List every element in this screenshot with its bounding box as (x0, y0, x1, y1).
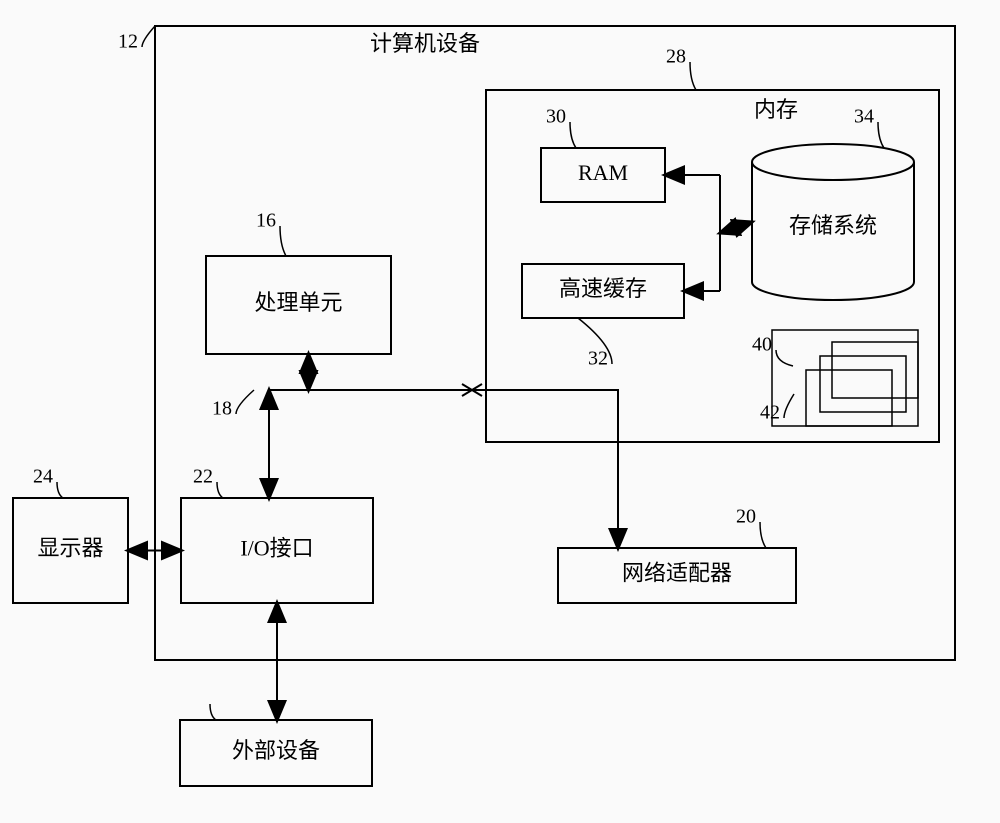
storage-label: 存储系统 (789, 213, 877, 238)
cache-label: 高速缓存 (559, 276, 647, 301)
ref-processor: 16 (256, 210, 276, 232)
net-label: 网络适配器 (622, 561, 732, 586)
ref-memory: 28 (666, 46, 686, 68)
ext-label: 外部设备 (232, 738, 320, 763)
title-label: 计算机设备 (370, 31, 480, 56)
ram-label: RAM (578, 160, 628, 185)
ref-display: 24 (33, 466, 53, 488)
ref-bus: 18 (212, 398, 232, 420)
ref-ram: 30 (546, 106, 566, 128)
ref-modules_inner: 42 (760, 402, 780, 424)
ref-modules_outer: 40 (752, 334, 772, 356)
io-label: I/O接口 (240, 536, 313, 561)
ref-computer: 12 (118, 31, 138, 53)
ref-storage: 34 (854, 106, 874, 128)
ref-io: 22 (193, 466, 213, 488)
ref-net: 20 (736, 506, 756, 528)
processor-label: 处理单元 (254, 290, 342, 315)
ref-cache: 32 (588, 348, 608, 370)
memory-title-label: 内存 (754, 97, 798, 122)
display-label: 显示器 (37, 536, 103, 561)
